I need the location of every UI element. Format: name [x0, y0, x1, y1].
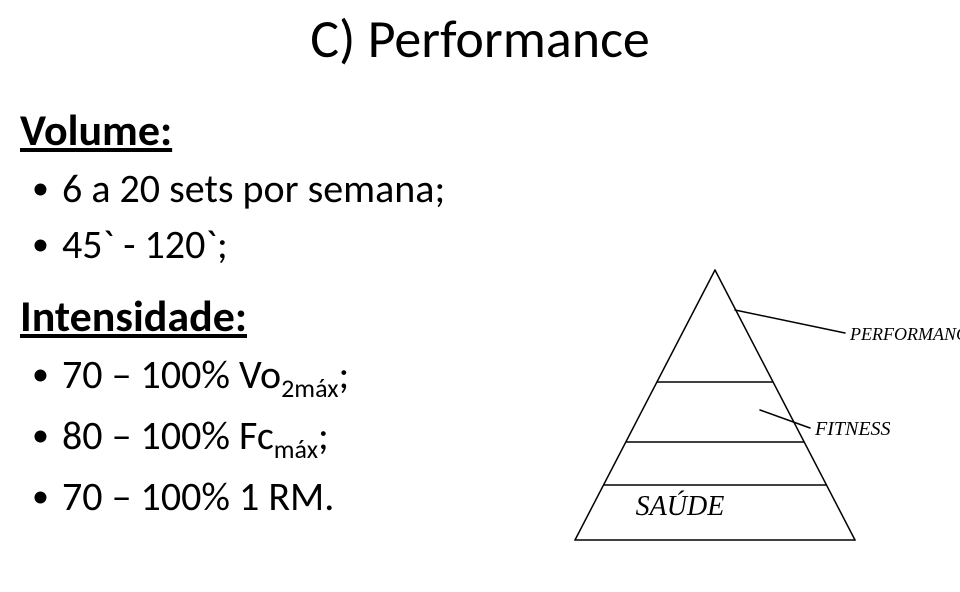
list-item: 6 a 20 sets por semana; — [20, 163, 580, 215]
slide: C) Performance Volume: 6 a 20 sets por s… — [0, 0, 960, 592]
bullet-list-intensidade: 70 – 100% Vo2máx; 80 – 100% Fcmáx; 70 – … — [20, 349, 580, 523]
pyramid-diagram: PERFORMANCE FITNESS SAÚDE — [560, 260, 960, 580]
pyramid-svg: PERFORMANCE FITNESS SAÚDE — [560, 260, 960, 580]
bullet-list-volume: 6 a 20 sets por semana; 45` - 120`; — [20, 163, 580, 271]
svg-text:PERFORMANCE: PERFORMANCE — [849, 324, 960, 344]
section-heading-volume: Volume: — [20, 103, 580, 157]
svg-text:SAÚDE: SAÚDE — [636, 491, 725, 522]
list-item: 70 – 100% 1 RM. — [20, 471, 580, 523]
list-item: 70 – 100% Vo2máx; — [20, 349, 580, 406]
slide-title: C) Performance — [0, 6, 960, 72]
section-heading-intensidade: Intensidade: — [20, 289, 580, 343]
svg-text:FITNESS: FITNESS — [814, 418, 891, 440]
list-item: 45` - 120`; — [20, 219, 580, 271]
list-item: 80 – 100% Fcmáx; — [20, 410, 580, 467]
slide-body: Volume: 6 a 20 sets por semana; 45` - 12… — [20, 85, 580, 531]
